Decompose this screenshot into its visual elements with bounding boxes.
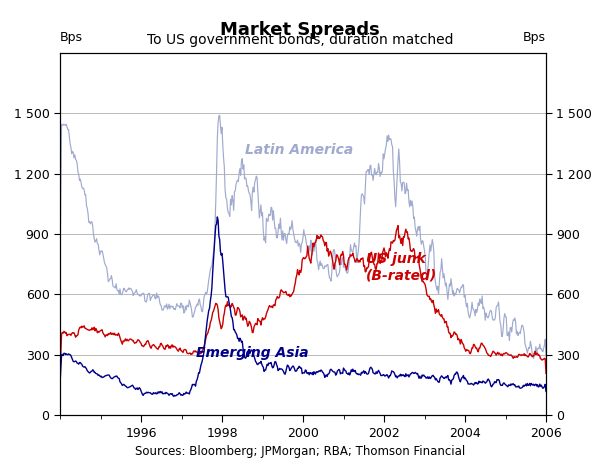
Text: To US government bonds, duration matched: To US government bonds, duration matched bbox=[147, 33, 453, 47]
Text: Sources: Bloomberg; JPMorgan; RBA; Thomson Financial: Sources: Bloomberg; JPMorgan; RBA; Thoms… bbox=[135, 445, 465, 459]
Text: Latin America: Latin America bbox=[245, 143, 353, 157]
Text: Market Spreads: Market Spreads bbox=[220, 21, 380, 39]
Text: Bps: Bps bbox=[523, 31, 546, 44]
Text: Emerging Asia: Emerging Asia bbox=[196, 346, 309, 360]
Text: Bps: Bps bbox=[60, 31, 83, 44]
Text: US junk
(B-rated): US junk (B-rated) bbox=[366, 252, 437, 282]
